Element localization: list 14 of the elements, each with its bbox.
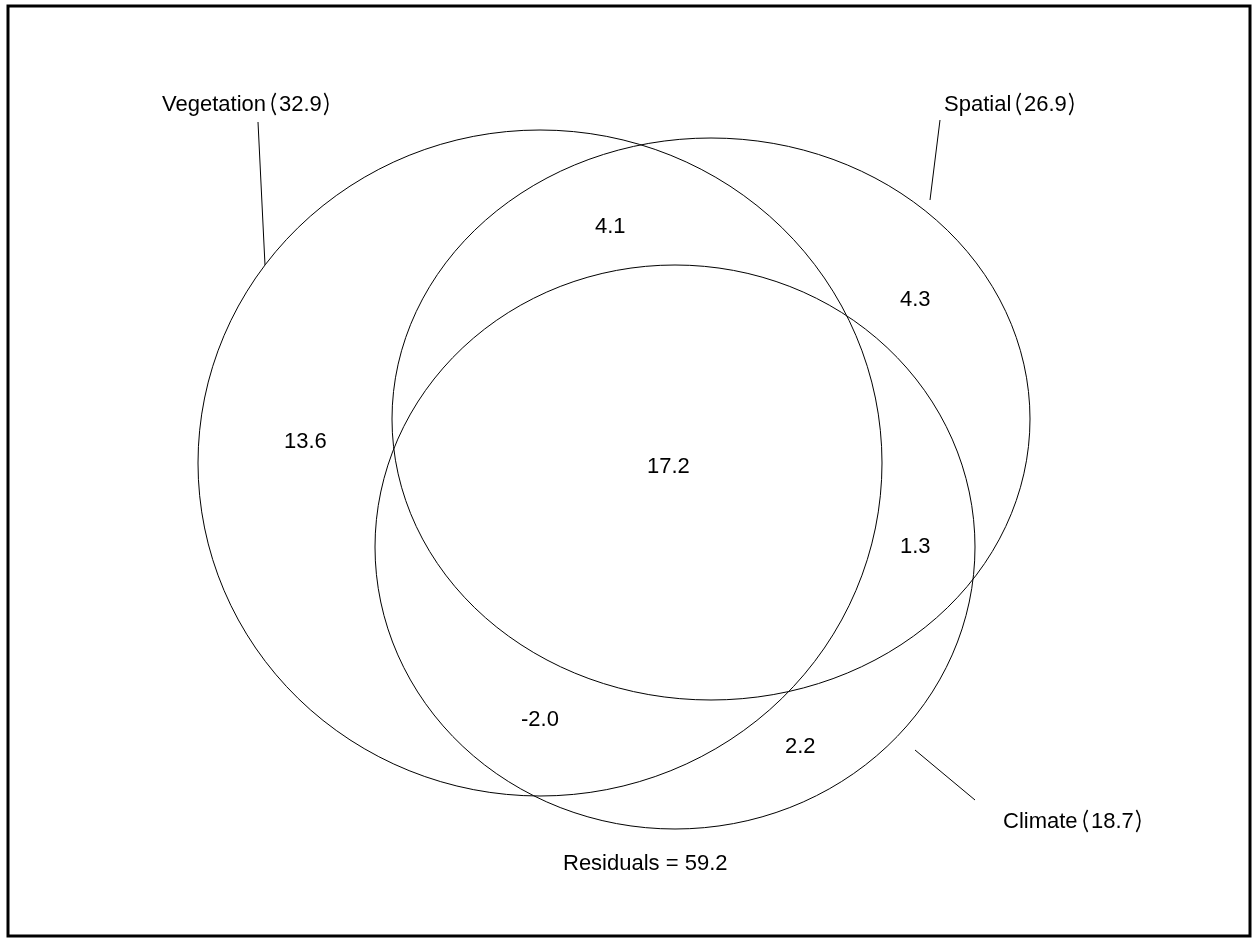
text: 4.1 — [595, 213, 626, 238]
text: Residuals = 59.2 — [563, 850, 728, 875]
category-label: Spatial — [944, 91, 1012, 116]
data-label: 26.9 — [1024, 91, 1067, 116]
text: 17.2 — [647, 453, 690, 478]
text: 4.3 — [900, 286, 931, 311]
text: 1.3 — [900, 533, 931, 558]
text: 2.2 — [785, 733, 816, 758]
category-label: Vegetation — [162, 91, 266, 116]
category-label: Climate — [1003, 808, 1078, 833]
text: 13.6 — [284, 428, 327, 453]
data-label: 18.7 — [1091, 808, 1134, 833]
data-label: 32.9 — [279, 91, 322, 116]
text: -2.0 — [521, 706, 559, 731]
